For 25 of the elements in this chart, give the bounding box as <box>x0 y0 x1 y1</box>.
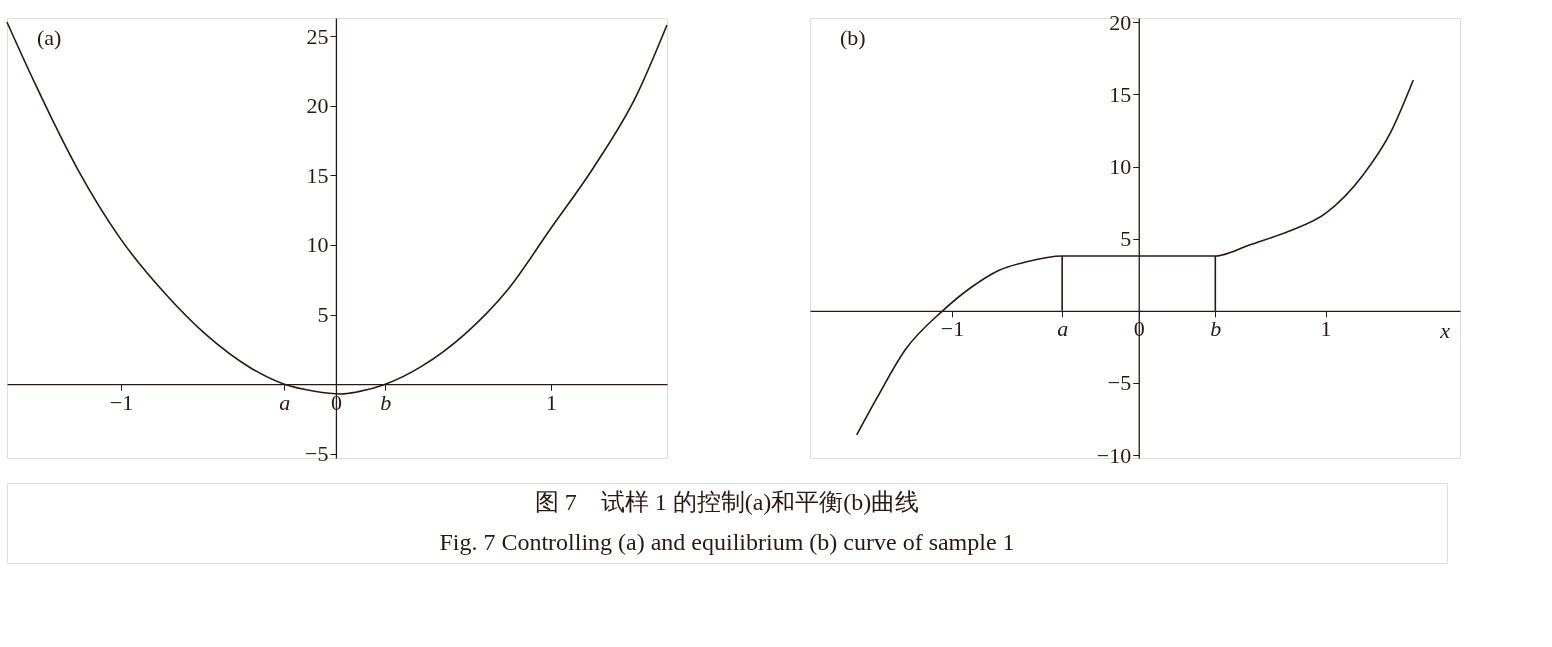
x-tick-label: 1 <box>545 389 557 415</box>
y-tick-label: 25 <box>306 23 329 49</box>
y-tick-label: −5 <box>1107 370 1132 396</box>
y-tick-label: 5 <box>317 302 329 328</box>
y-tick-label: 20 <box>1109 9 1132 35</box>
x-tick-label: −1 <box>109 389 134 415</box>
caption: Fig. 7 Controlling (a) and equilibrium (b) curve of sample 1 <box>439 529 1015 555</box>
chart-title: (a) <box>37 25 62 50</box>
x-axis-title: x <box>1439 317 1451 343</box>
x-tick-label: a <box>279 389 291 415</box>
x-tick-label: b <box>380 389 392 415</box>
y-tick-label: 10 <box>306 232 329 258</box>
x-tick-label: 1 <box>1320 316 1332 342</box>
chart-title: (b) <box>840 25 866 50</box>
caption: 图 7 试样 1 的控制(a)和平衡(b)曲线 <box>534 489 920 515</box>
y-tick-label: 15 <box>306 162 329 188</box>
y-tick-label: 20 <box>306 93 329 119</box>
y-tick-label: 5 <box>1120 226 1132 252</box>
y-tick-label: −5 <box>305 441 329 467</box>
y-tick-label: 10 <box>1109 154 1132 180</box>
y-tick-label: −10 <box>1096 442 1132 468</box>
y-tick-label: 15 <box>1109 81 1132 107</box>
x-tick-label: a <box>1057 316 1069 342</box>
x-tick-label: b <box>1210 316 1222 342</box>
x-tick-label: −1 <box>940 316 965 342</box>
